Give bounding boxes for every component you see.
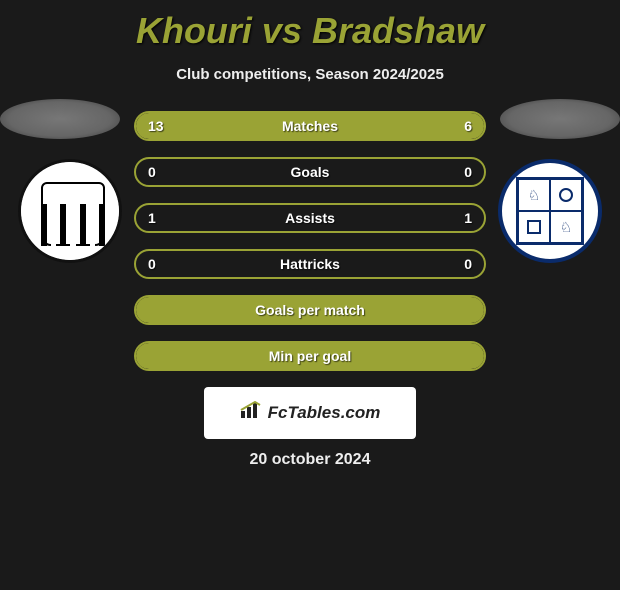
stat-value-left: 0 — [148, 164, 156, 180]
stat-row-hattricks: 0 Hattricks 0 — [134, 249, 486, 279]
stat-value-left: 1 — [148, 210, 156, 226]
stat-label: Goals — [291, 164, 330, 180]
stat-row-goals: 0 Goals 0 — [134, 157, 486, 187]
chart-icon — [240, 401, 262, 425]
stat-value-left: 13 — [148, 118, 164, 134]
grimsby-crest-icon — [18, 159, 122, 263]
stat-value-left: 0 — [148, 256, 156, 272]
stat-value-right: 0 — [464, 256, 472, 272]
stat-bars: 13 Matches 6 0 Goals 0 1 Assists 1 0 Hat… — [134, 111, 486, 371]
subtitle: Club competitions, Season 2024/2025 — [0, 66, 620, 83]
club-crest-left — [18, 159, 122, 263]
attribution-badge[interactable]: FcTables.com — [204, 387, 416, 439]
stat-row-matches: 13 Matches 6 — [134, 111, 486, 141]
stat-label: Hattricks — [280, 256, 340, 272]
stat-row-min-per-goal: Min per goal — [134, 341, 486, 371]
page-title: Khouri vs Bradshaw — [0, 10, 620, 52]
attribution-text: FcTables.com — [268, 403, 381, 423]
player-right-avatar — [500, 99, 620, 139]
stat-value-right: 0 — [464, 164, 472, 180]
stat-row-assists: 1 Assists 1 — [134, 203, 486, 233]
stat-label: Matches — [282, 118, 338, 134]
stat-value-right: 1 — [464, 210, 472, 226]
stat-label: Assists — [285, 210, 335, 226]
stat-row-goals-per-match: Goals per match — [134, 295, 486, 325]
player-left-avatar — [0, 99, 120, 139]
stat-value-right: 6 — [464, 118, 472, 134]
club-crest-right: ♘ ♘ — [498, 159, 602, 263]
tranmere-crest-icon: ♘ ♘ — [498, 159, 602, 263]
stat-label: Min per goal — [269, 348, 351, 364]
comparison-area: ♘ ♘ 13 Matches 6 0 Goals 0 1 Assists — [0, 111, 620, 469]
stat-label: Goals per match — [255, 302, 365, 318]
date-text: 20 october 2024 — [0, 451, 620, 469]
